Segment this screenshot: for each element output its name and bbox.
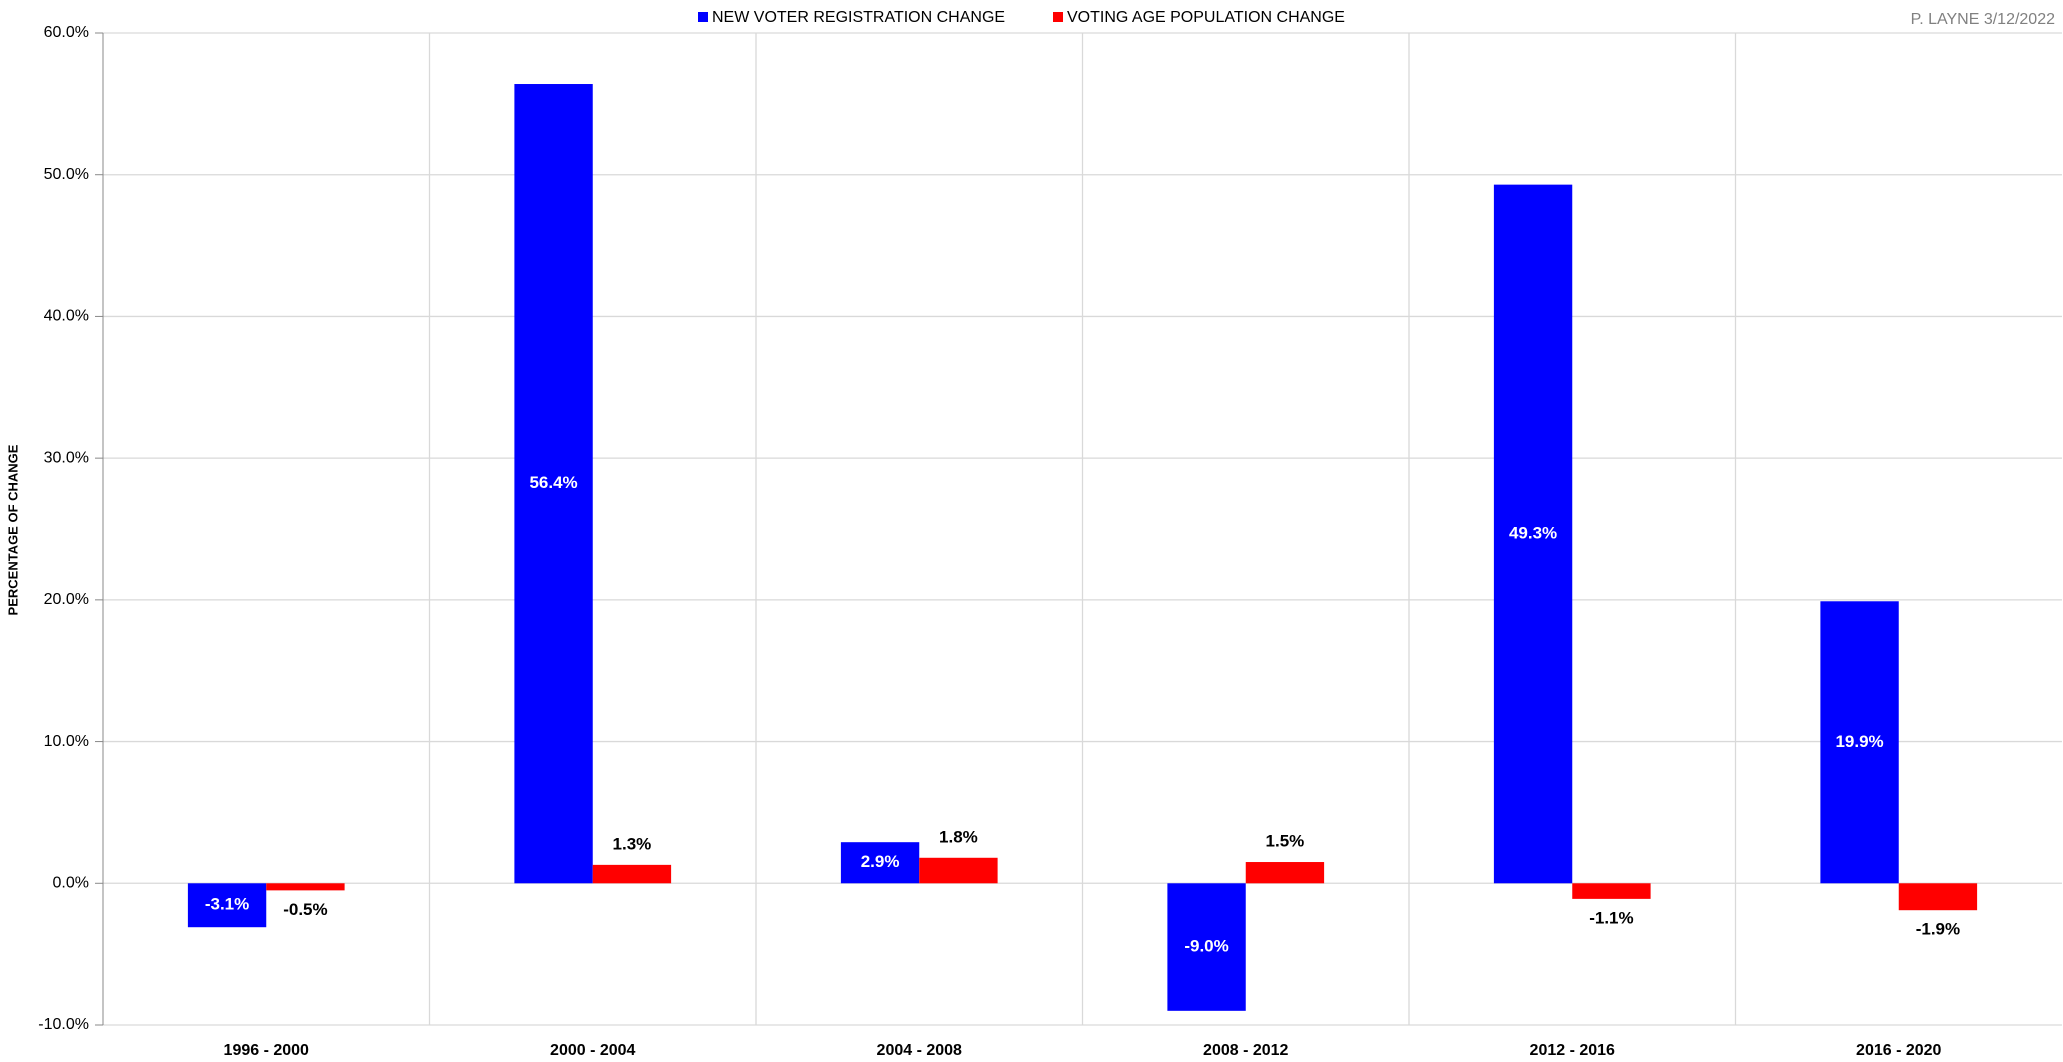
x-tick-label: 2008 - 2012 xyxy=(1203,1042,1289,1059)
legend-label: NEW VOTER REGISTRATION CHANGE xyxy=(712,9,1005,26)
data-label: 1.5% xyxy=(1266,832,1305,851)
y-tick-label: 40.0% xyxy=(44,308,89,325)
legend-label: VOTING AGE POPULATION CHANGE xyxy=(1067,9,1345,26)
bar xyxy=(592,864,672,884)
bar xyxy=(919,857,998,884)
y-tick-label: 30.0% xyxy=(44,449,89,466)
y-tick-label: -10.0% xyxy=(38,1016,89,1033)
data-label: -1.1% xyxy=(1589,908,1633,927)
y-axis-title: PERCENTAGE OF CHANGE xyxy=(5,444,20,615)
data-label: -1.9% xyxy=(1916,920,1960,939)
bar xyxy=(266,883,345,891)
bar xyxy=(1820,601,1899,884)
legend-swatch xyxy=(698,12,708,22)
data-label: -9.0% xyxy=(1184,937,1228,956)
data-label: 49.3% xyxy=(1509,523,1557,542)
bar xyxy=(1493,184,1573,884)
y-tick-label: 50.0% xyxy=(44,166,89,183)
y-tick-label: 10.0% xyxy=(44,733,89,750)
data-label: 1.3% xyxy=(613,834,652,853)
data-label: 19.9% xyxy=(1835,732,1883,751)
data-label: 1.8% xyxy=(939,827,978,846)
y-tick-label: 20.0% xyxy=(44,591,89,608)
bar xyxy=(1245,862,1325,884)
bar xyxy=(187,883,267,928)
bar xyxy=(1898,883,1978,911)
y-tick-label: 0.0% xyxy=(53,875,89,892)
x-tick-label: 1996 - 2000 xyxy=(224,1042,310,1059)
x-tick-label: 2000 - 2004 xyxy=(550,1042,636,1059)
data-label: 2.9% xyxy=(861,852,900,871)
x-tick-label: 2004 - 2008 xyxy=(877,1042,963,1059)
data-label: 56.4% xyxy=(529,473,577,492)
y-tick-label: 60.0% xyxy=(44,24,89,41)
bar xyxy=(840,842,920,884)
data-label: -3.1% xyxy=(205,895,249,914)
bar xyxy=(514,84,593,884)
chart-note: P. LAYNE 3/12/2022 xyxy=(1911,11,2056,28)
bar xyxy=(1167,883,1246,1011)
x-tick-label: 2016 - 2020 xyxy=(1856,1042,1942,1059)
legend-swatch xyxy=(1053,12,1063,22)
data-label: -0.5% xyxy=(283,900,327,919)
x-tick-label: 2012 - 2016 xyxy=(1530,1042,1616,1059)
bar xyxy=(1572,883,1651,899)
